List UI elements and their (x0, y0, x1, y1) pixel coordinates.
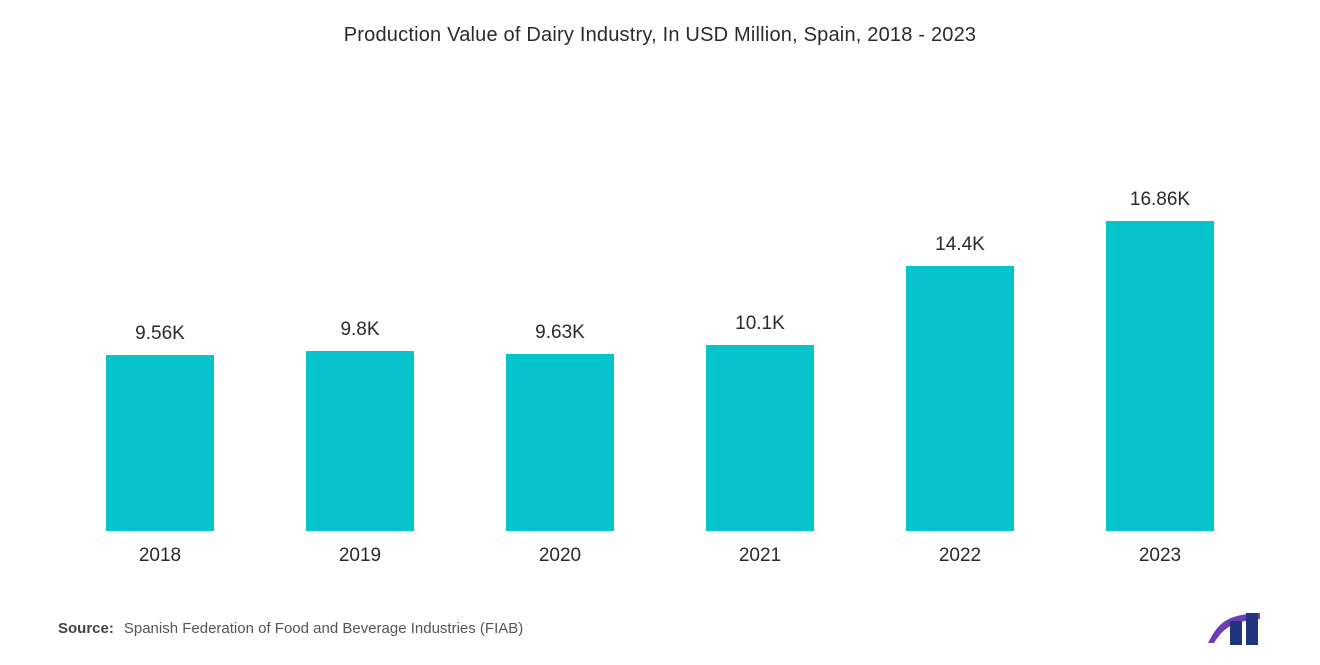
x-axis-tick: 2019 (260, 545, 460, 567)
bar-group: 10.1K (660, 313, 860, 531)
bar-rect (706, 345, 814, 531)
x-axis-tick: 2022 (860, 545, 1060, 567)
bar-rect (506, 354, 614, 531)
x-axis-tick: 2018 (60, 545, 260, 567)
bar-group: 9.8K (260, 319, 460, 531)
bar-rect (1106, 221, 1214, 531)
x-axis-tick: 2021 (660, 545, 860, 567)
chart-title: Production Value of Dairy Industry, In U… (50, 24, 1270, 47)
source-line: Source: Spanish Federation of Food and B… (58, 620, 523, 637)
bar-group: 9.56K (60, 323, 260, 531)
x-axis-tick: 2020 (460, 545, 660, 567)
brand-logo-icon (1206, 609, 1262, 647)
bar-value-label: 16.86K (1130, 189, 1190, 211)
source-text: Spanish Federation of Food and Beverage … (124, 620, 523, 637)
bar-rect (906, 266, 1014, 531)
bar-group: 9.63K (460, 322, 660, 531)
bar-group: 14.4K (860, 234, 1060, 531)
bar-value-label: 9.63K (535, 322, 585, 344)
chart-container: Production Value of Dairy Industry, In U… (0, 0, 1320, 665)
bar-group: 16.86K (1060, 189, 1260, 531)
bar-rect (306, 351, 414, 531)
bar-value-label: 10.1K (735, 313, 785, 335)
x-axis: 2018 2019 2020 2021 2022 2023 (50, 531, 1270, 567)
bar-value-label: 9.56K (135, 323, 185, 345)
bar-value-label: 9.8K (340, 319, 379, 341)
chart-footer: Source: Spanish Federation of Food and B… (50, 567, 1270, 665)
bar-value-label: 14.4K (935, 234, 985, 256)
x-axis-tick: 2023 (1060, 545, 1260, 567)
bar-rect (106, 355, 214, 531)
brand-logo (1206, 609, 1262, 647)
plot-area: 9.56K 9.8K 9.63K 10.1K 14.4K 16.86K (50, 47, 1270, 531)
source-label: Source: (58, 620, 114, 637)
